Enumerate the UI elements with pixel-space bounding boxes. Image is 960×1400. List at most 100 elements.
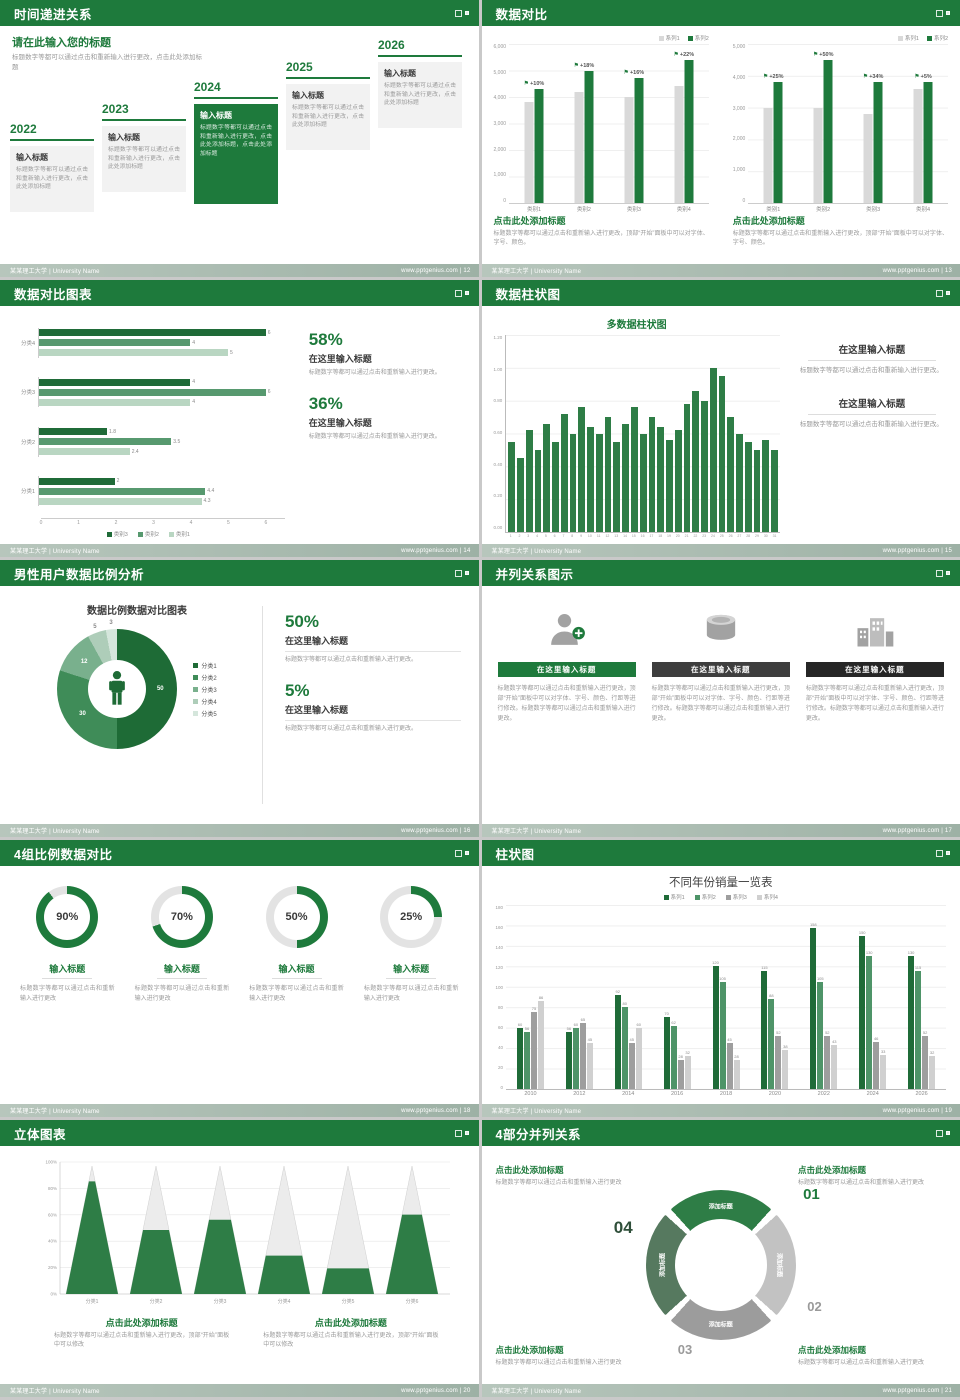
footer-university-name: 某某理工大学 | University Name: [10, 269, 100, 275]
donut-panel: 数据比例数据对比图表: [12, 594, 262, 816]
slide-thumbnail-15[interactable]: 数据柱状图 多数据柱状图 1.20 1.00 0.80 0.60 0.40 0.20 0.00…: [481, 280, 960, 557]
bar-slot: 52: [824, 905, 831, 1089]
milestone-box: 输入标题 标题数字等都可以通过点击和重新输入进行更改，点击此处添加标题，点击此处添…: [194, 104, 278, 204]
bar-plot: 60 56 75 86 2010 56 60 65 45 2012 92 80 45 60 2014 70 62…: [506, 905, 946, 1097]
delta-value: +16%: [629, 70, 645, 77]
slide-thumbnail-21[interactable]: 4部分并列关系 点击此处添加标题 标题数字等都可以通过点击和重新输入进行更改 点…: [481, 1120, 960, 1397]
parallel-column[interactable]: 在这里输入标题 标题数字等都可以通过点击和重新输入进行更改，顶部“开始”面板中可以…: [805, 602, 945, 816]
bar: 56: [565, 1026, 572, 1089]
multi-bar-chart[interactable]: 多数据柱状图 1.20 1.00 0.80 0.60 0.40 0.20 0.00 1 2 3 4 5 6…: [494, 316, 780, 538]
circular-diagram[interactable]: 01 02 03 04 添加标题 添加标题 添加标题 添加标题: [614, 1186, 822, 1357]
footer-site-page: www.pptgenius.com | 12: [401, 267, 471, 274]
legend-item: 类别2: [137, 530, 159, 538]
legend-item: 分类3: [193, 685, 217, 694]
bar-slot: 28: [677, 905, 684, 1089]
caption-text: 标题数字等都可以通过点击和重新输入进行更改，顶部“开始”面板中可以对字体、字号、…: [493, 231, 709, 247]
donut-chart[interactable]: 50 30 12 5 3: [57, 620, 178, 749]
person-plus-icon: [498, 602, 636, 656]
hbar: [39, 388, 266, 396]
plot-wrapper: 1 2 3 4 5 6 7 8 9 10 11 12 13 14 15 16 17 18 19 20 21 22 23 24 2…: [505, 335, 780, 538]
bar-slot: 56: [523, 905, 530, 1089]
stat-block: 5% 在这里输入标题 标题数字等都可以通过点击和重新输入进行更改。: [284, 681, 461, 734]
ratio-column[interactable]: 25% 输入标题 标题数字等都可以通过点击和重新输入进行更改: [360, 886, 463, 1096]
divider: [156, 978, 207, 979]
hbar-line: 3.5: [39, 438, 285, 446]
milestone-year: 2022: [10, 122, 37, 136]
slide-thumbnail-12[interactable]: 时间递进关系 请在此输入您的标题 标题数字等都可以通过点击和重新输入进行更改，点…: [0, 0, 479, 277]
bar-plot: ⚑+10% 类别1 ⚑+18% 类别2 ⚑+16% 类别3 ⚑+22% 类别4: [509, 44, 709, 213]
timeline-item[interactable]: 2022 输入标题 标题数字等都可以通过点击和重新输入进行更改，点击此处添加标题: [10, 122, 94, 212]
legend-item: 系列1: [663, 893, 685, 901]
parallel-column[interactable]: 在这里输入标题 标题数字等都可以通过点击和重新输入进行更改，顶部“开始”面板中可以…: [497, 602, 636, 816]
ratio-column[interactable]: 70% 输入标题 标题数字等都可以通过点击和重新输入进行更改: [131, 886, 234, 1096]
bar-group: ⚑+22% 类别4: [659, 44, 709, 213]
ring-segment-label: 添加标题: [708, 1204, 733, 1211]
donut-value-label: 5: [93, 623, 97, 630]
x-tick: 18: [658, 534, 663, 538]
grouped-bar-chart[interactable]: 180 160 140 120 100 80 60 40 20 0 60 56 75 86 2010 56 60…: [496, 905, 946, 1100]
x-tick: 20: [675, 534, 680, 538]
milestone-line: [286, 77, 370, 79]
slide-thumbnail-16[interactable]: 男性用户数据比例分析 数据比例数据对比图表: [0, 560, 479, 837]
legend-item: 系列1: [658, 34, 680, 42]
y-axis-labels: 5,000 4,000 3,000 2,000 1,000 0: [733, 44, 749, 214]
legend-item: 类别3: [106, 530, 128, 538]
stat-title: 在这里输入标题: [284, 705, 348, 716]
x-tick: 12: [605, 534, 610, 538]
bar-series1: [624, 97, 634, 203]
timeline-item[interactable]: 2024 输入标题 标题数字等都可以通过点击和重新输入进行更改，点击此处添加标题，点…: [194, 80, 278, 204]
ring-segment-label: 添加标题: [775, 1252, 782, 1278]
timeline-item[interactable]: 2023 输入标题 标题数字等都可以通过点击和重新输入进行更改，点击此处添加标题: [102, 102, 186, 192]
grouped-bar-chart[interactable]: 系列1 系列2 5,000 4,000 3,000 2,000 1,000 0 ⚑+25% 类别1…: [733, 34, 948, 214]
corner-block-top-right[interactable]: 点击此处添加标题 标题数字等都可以通过点击和重新输入进行更改: [798, 1164, 946, 1188]
bar: 130: [908, 950, 914, 1089]
header-squares-icon: [936, 849, 950, 857]
corner-block-bottom-left[interactable]: 点击此处添加标题 标题数字等都可以通过点击和重新输入进行更改: [496, 1344, 644, 1368]
ratio-column[interactable]: 50% 输入标题 标题数字等都可以通过点击和重新输入进行更改: [245, 886, 348, 1096]
bar-series1: [763, 107, 773, 203]
bar: [718, 376, 726, 532]
svg-text:0%: 0%: [51, 1292, 58, 1297]
slide-thumbnail-18[interactable]: 4组比例数据对比 90% 输入标题 标题数字等都可以通过点击和重新输入进行更改 70%…: [0, 840, 479, 1117]
svg-text:100%: 100%: [46, 1160, 58, 1165]
flag-icon: ⚑: [573, 62, 579, 69]
timeline-item[interactable]: 2026 输入标题 标题数字等都可以通过点击和重新输入进行更改，点击此处添加标题: [378, 38, 462, 128]
milestone-text: 标题数字等都可以通过点击和重新输入进行更改，点击此处添加标题: [16, 167, 88, 191]
cone-chart[interactable]: 100% 80% 60% 40% 20% 0% 分类1 分类2 分类3 分类4 分类5 分类6: [24, 1152, 454, 1312]
slide-thumbnail-20[interactable]: 立体图表 100% 80% 60% 40% 20% 0% 分类1 分类2 分类3 分类4 分类5 分类…: [0, 1120, 479, 1397]
ratio-text: 标题数字等都可以通过点击和重新输入进行更改: [20, 986, 115, 1002]
slide-title: 数据对比图表: [14, 287, 93, 302]
slide-thumbnail-19[interactable]: 柱状图 不同年份销量一览表 系列1 系列2 系列3 系列4 180 160 140 120 1…: [481, 840, 960, 1117]
slide-thumbnail-13[interactable]: 数据对比 系列1 系列2 6,000 5,000 4,000 3,000 2,000 1,00…: [481, 0, 960, 277]
corner-block-bottom-right[interactable]: 点击此处添加标题 标题数字等都可以通过点击和重新输入进行更改: [798, 1344, 946, 1368]
flag-icon: ⚑: [523, 81, 530, 88]
bar-group: 130 115 52 32 2026: [897, 905, 946, 1097]
timeline-item[interactable]: 2025 输入标题 标题数字等都可以通过点击和重新输入进行更改，点击此处添加标题: [286, 60, 370, 150]
bar-slot: 92: [614, 905, 621, 1089]
legend-item: 系列4: [756, 893, 778, 901]
slide-title: 男性用户数据比例分析: [14, 567, 145, 582]
legend-swatch: [725, 894, 731, 900]
x-category-label: 类别4: [916, 207, 931, 213]
bar-value: 46: [873, 1035, 879, 1041]
bar: 38: [782, 1044, 789, 1089]
bar-value: 65: [580, 1016, 586, 1022]
horizontal-bar-chart[interactable]: 分类4 6 4 5 分类3 4 6 4 分类2 1.8 3.5 2.4 分类1 2 4.4 4.3 0 1 2 3 4 5…: [12, 316, 285, 538]
slide-title: 4组比例数据对比: [14, 847, 113, 862]
slide-thumbnail-17[interactable]: 并列关系图示 在这里输入标题 标题数字等都可以通过点击和重新输入进行更改，顶部“开…: [481, 560, 960, 837]
ratio-text: 标题数字等都可以通过点击和重新输入进行更改: [363, 986, 459, 1002]
bar: [525, 430, 533, 532]
header-squares-icon: [936, 289, 950, 297]
slide-thumbnail-14[interactable]: 数据对比图表 分类4 6 4 5 分类3 4 6 4 分类2 1.8 3.5 2.4 分类1 2 4.4 4.…: [0, 280, 479, 557]
parallel-column[interactable]: 在这里输入标题 标题数字等都可以通过点击和重新输入进行更改，顶部“开始”面板中可以…: [651, 602, 790, 816]
delta-label: ⚑+22%: [659, 51, 709, 58]
header-squares-icon: [454, 289, 469, 297]
block-title: 点击此处添加标题: [314, 1318, 387, 1328]
footer-university-name: 某某理工大学 | University Name: [491, 1389, 582, 1395]
ratio-column[interactable]: 90% 输入标题 标题数字等都可以通过点击和重新输入进行更改: [16, 886, 119, 1096]
corner-block-top-left[interactable]: 点击此处添加标题 标题数字等都可以通过点击和重新输入进行更改: [496, 1164, 644, 1188]
ratio-title: 输入标题: [163, 964, 200, 974]
block-text: 标题数字等都可以通过点击和重新输入进行更改，顶部“开始”面板中可以修改: [54, 1333, 230, 1349]
bar-series2: [923, 82, 933, 203]
grouped-bar-chart[interactable]: 系列1 系列2 6,000 5,000 4,000 3,000 2,000 1,000 0 ⚑+1…: [494, 34, 709, 214]
